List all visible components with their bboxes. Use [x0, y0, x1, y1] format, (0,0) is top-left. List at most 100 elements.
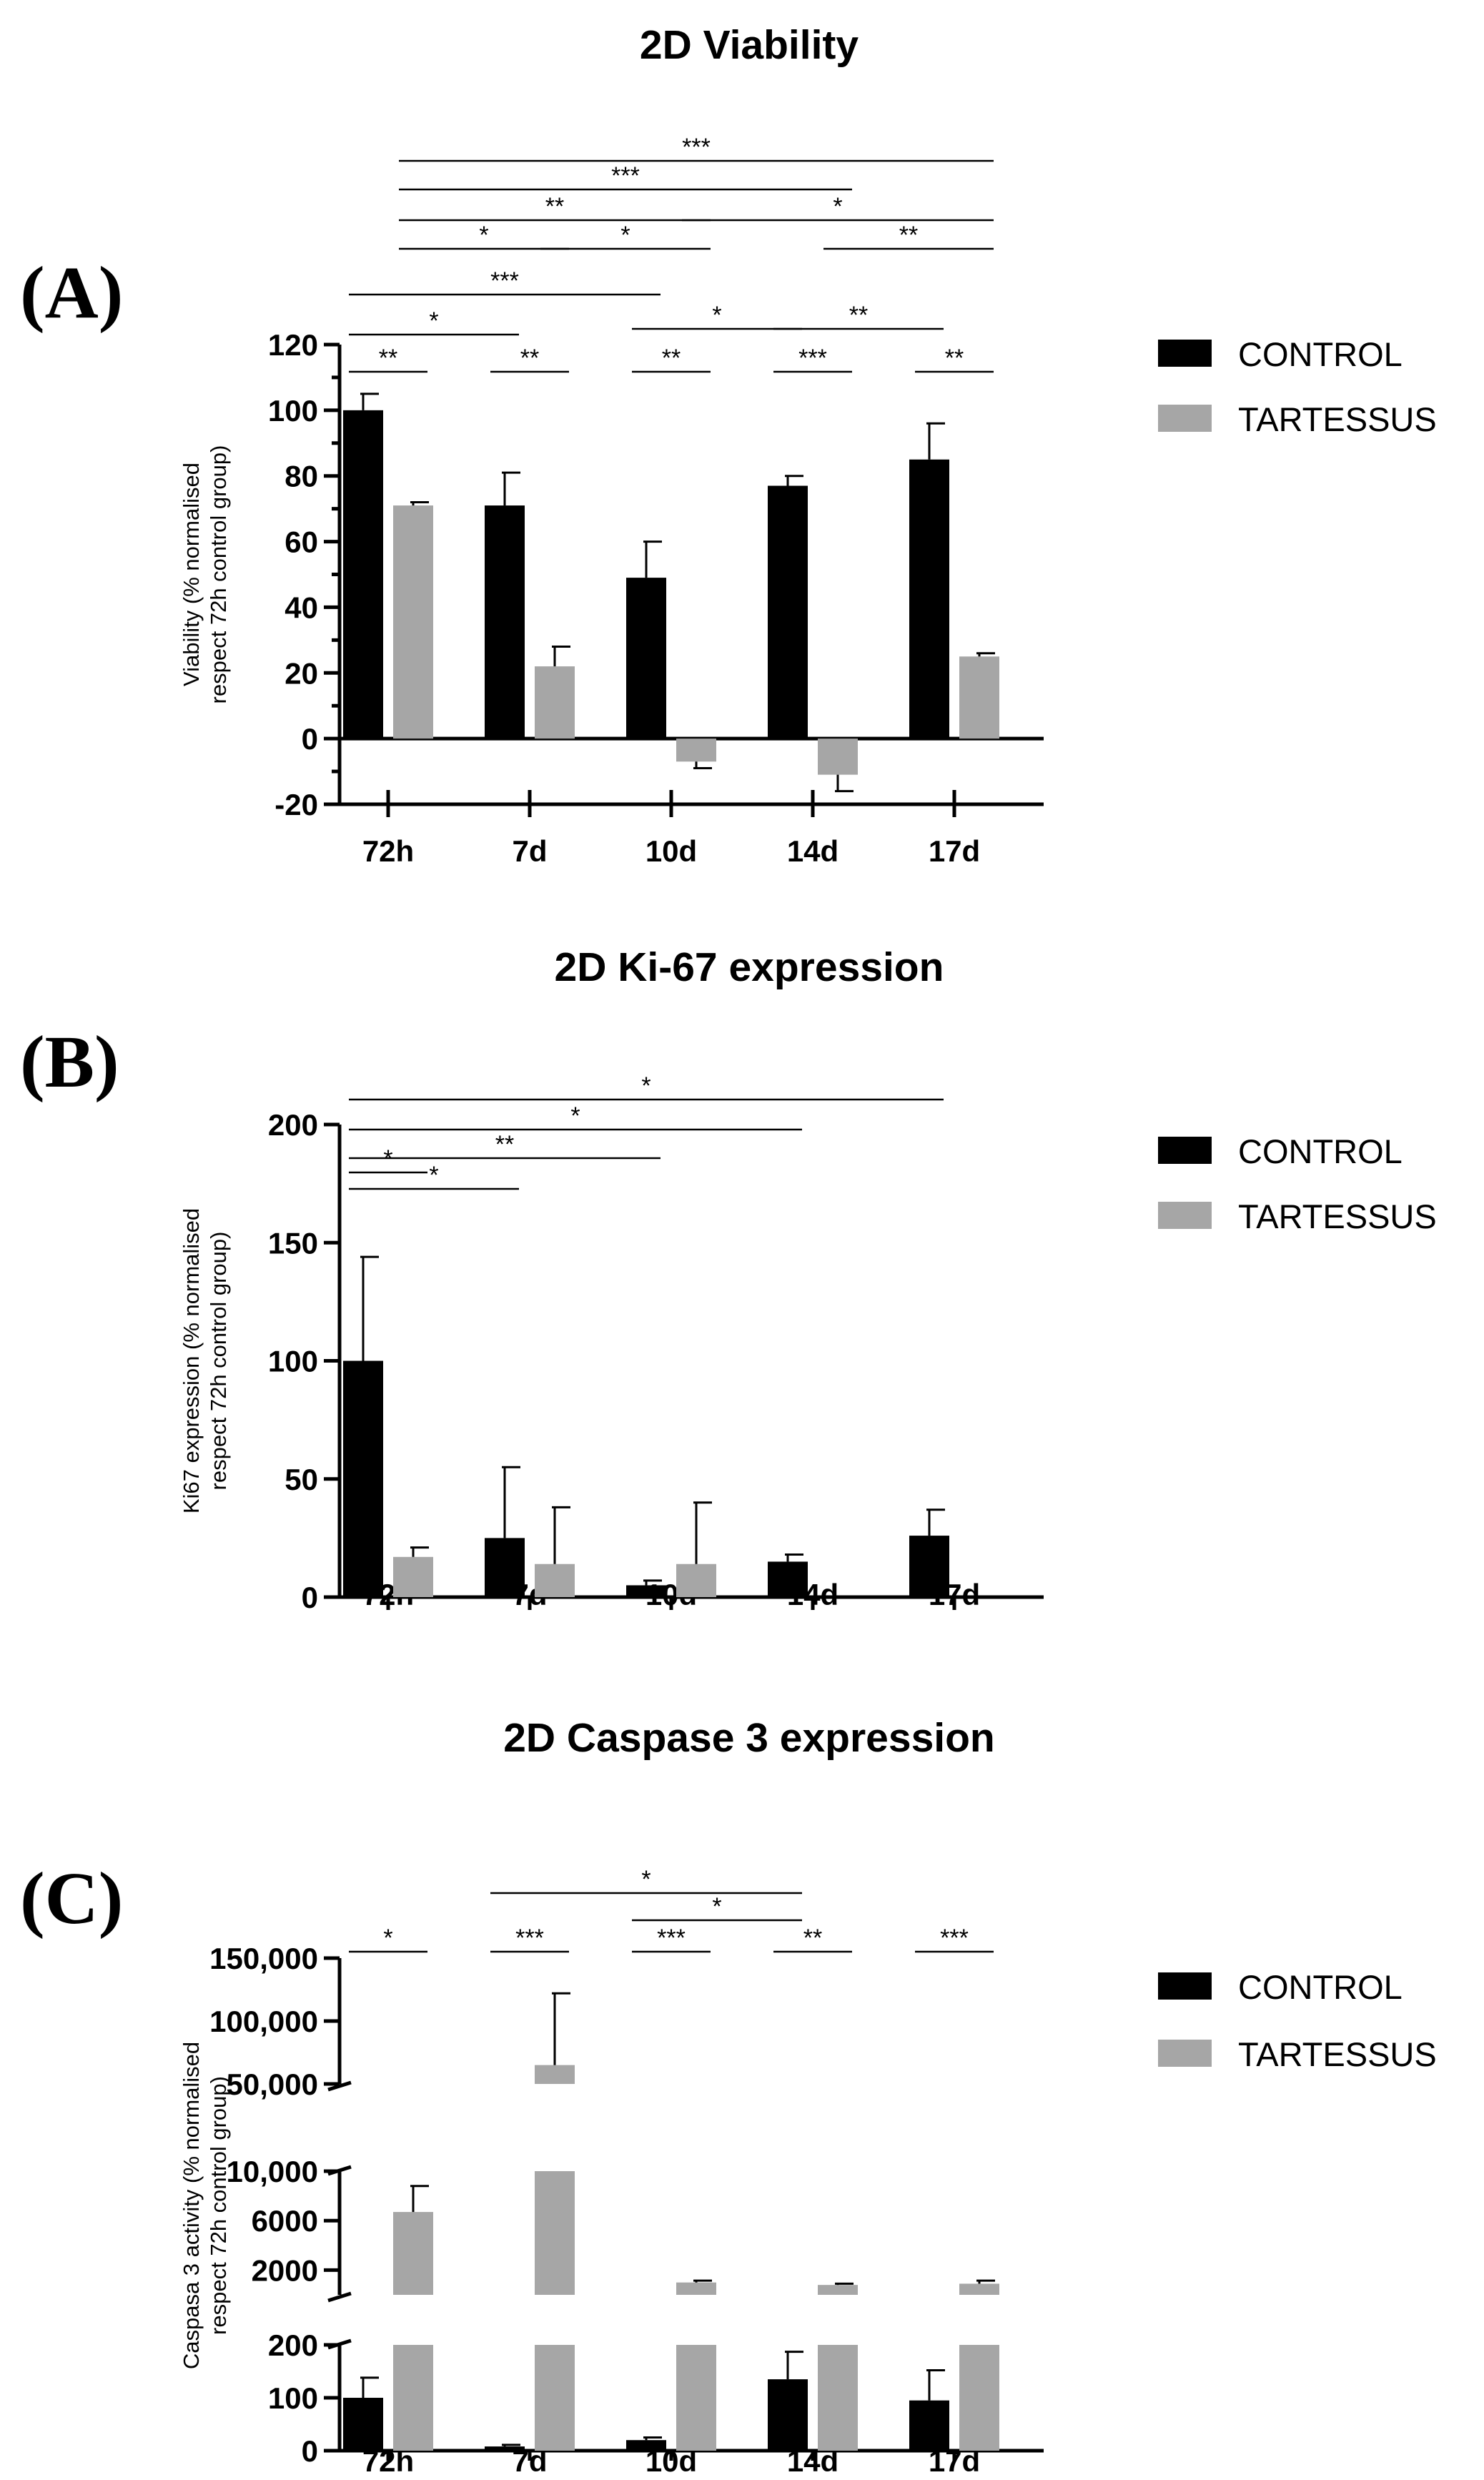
- significance-label: ***: [940, 1925, 969, 1952]
- bar-control: [626, 578, 666, 739]
- y-tick-label: 10,000: [227, 2155, 318, 2188]
- legend-label-tartessus: TARTESSUS: [1238, 2035, 1437, 2073]
- bar-tartessus: [535, 2345, 575, 2451]
- bar-control: [343, 1360, 383, 1597]
- significance-label: **: [662, 345, 681, 372]
- bar-control: [626, 1585, 666, 1597]
- significance-label: *: [712, 302, 721, 329]
- chart-panel-a: 2D Viability (A) -20 0 20 40 60 80 100 120 72h 7d 10…: [20, 22, 1437, 868]
- bar-tartessus: [676, 738, 716, 762]
- y-tick-label: 0: [302, 2434, 318, 2468]
- y-tick-label: 150,000: [209, 1942, 318, 1975]
- y-tick-label: 40: [285, 591, 318, 624]
- y-tick-label: -20: [274, 788, 318, 821]
- y-tick-label: 150: [268, 1226, 318, 1260]
- bar-control: [485, 1538, 525, 1597]
- legend-label-control: CONTROL: [1238, 1968, 1403, 2006]
- axis-break-mark: [327, 2165, 352, 2176]
- bar-tartessus: [959, 656, 999, 739]
- significance-label: **: [545, 193, 564, 220]
- significance-label: ***: [682, 134, 711, 161]
- chart-title: 2D Viability: [640, 22, 859, 68]
- bar-tartessus-top: [535, 2065, 575, 2084]
- significance-label: *: [383, 1925, 392, 1952]
- significance-label: *: [641, 1866, 651, 1893]
- significance-label: *: [641, 1072, 651, 1100]
- bar-control: [909, 2400, 949, 2451]
- y-axis-label-line: Ki67 expression (% normalised: [179, 1208, 204, 1513]
- axis-break-mark: [327, 2080, 352, 2092]
- bar-control: [485, 505, 525, 739]
- y-tick-label: 0: [302, 1581, 318, 1614]
- bar-tartessus: [818, 738, 858, 775]
- y-tick-label: 100: [268, 394, 318, 428]
- bar-control: [768, 1561, 808, 1597]
- legend-label-control: CONTROL: [1238, 1132, 1403, 1170]
- axis-break-mark: [327, 2291, 352, 2303]
- significance-label: **: [495, 1131, 514, 1158]
- significance-label: **: [803, 1925, 822, 1952]
- significance-label: *: [429, 307, 438, 335]
- significance-label: ***: [515, 1925, 544, 1952]
- bar-tartessus: [959, 2345, 999, 2451]
- chart-title: 2D Caspase 3 expression: [503, 1715, 995, 1761]
- bar-tartessus: [393, 2345, 433, 2451]
- y-axis-label-line: respect 72h control group): [206, 1232, 231, 1491]
- bar-control: [909, 1536, 949, 1597]
- significance-label: *: [833, 193, 842, 220]
- bar-tartessus: [676, 2345, 716, 2451]
- significance-label: ***: [490, 267, 519, 295]
- y-axis-label-line: Viability (% normalised: [179, 463, 204, 686]
- significance-label: **: [945, 345, 964, 372]
- legend-swatch-tartessus: [1158, 405, 1212, 432]
- bar-tartessus: [393, 1556, 433, 1597]
- legend-swatch-control: [1158, 1137, 1212, 1164]
- y-axis-label-line: respect 72h control group): [206, 2076, 231, 2335]
- bar-tartessus-upper: [818, 2285, 858, 2295]
- significance-label: ***: [798, 345, 827, 372]
- significance-label: **: [379, 345, 397, 372]
- chart-title: 2D Ki-67 expression: [555, 944, 944, 990]
- legend-label-tartessus: TARTESSUS: [1238, 400, 1437, 438]
- y-tick-label: 2000: [252, 2253, 318, 2287]
- bar-tartessus: [535, 666, 575, 739]
- bar-control: [343, 410, 383, 739]
- y-tick-label: 6000: [252, 2204, 318, 2238]
- bar-control: [909, 459, 949, 739]
- y-tick-label: 60: [285, 525, 318, 559]
- x-tick-label: 10d: [645, 834, 697, 868]
- legend-swatch-tartessus: [1158, 2040, 1212, 2067]
- bar-control: [626, 2440, 666, 2451]
- bar-tartessus: [818, 2345, 858, 2451]
- y-axis-label: Caspasa 3 activity (% normalisedrespect …: [179, 2042, 231, 2369]
- significance-label: *: [570, 1102, 580, 1130]
- bar-control: [768, 485, 808, 739]
- bar-tartessus-upper: [676, 2282, 716, 2295]
- axis-break-mark: [327, 2338, 352, 2350]
- bar-control: [343, 2398, 383, 2451]
- y-tick-label: 50: [285, 1463, 318, 1496]
- legend-label-tartessus: TARTESSUS: [1238, 1197, 1437, 1235]
- bar-tartessus: [535, 1563, 575, 1597]
- legend-label-control: CONTROL: [1238, 335, 1403, 373]
- y-tick-label: 0: [302, 722, 318, 756]
- significance-label: **: [520, 345, 539, 372]
- y-tick-label: 200: [268, 1108, 318, 1142]
- bar-tartessus: [393, 505, 433, 739]
- y-tick-label: 100: [268, 1345, 318, 1378]
- panel-label: (A): [20, 252, 123, 334]
- y-tick-label: 100,000: [209, 2005, 318, 2038]
- bar-tartessus-upper: [393, 2212, 433, 2295]
- panel-label: (B): [20, 1021, 119, 1103]
- significance-label: *: [620, 222, 630, 249]
- legend-swatch-control: [1158, 1972, 1212, 2000]
- y-axis-label: Viability (% normalisedrespect 72h contr…: [179, 445, 231, 704]
- y-axis-label: Ki67 expression (% normalisedrespect 72h…: [179, 1208, 231, 1513]
- y-tick-label: 80: [285, 460, 318, 493]
- bar-control: [485, 2446, 525, 2451]
- x-tick-label: 72h: [362, 834, 414, 868]
- x-tick-label: 7d: [512, 834, 547, 868]
- legend-swatch-tartessus: [1158, 1202, 1212, 1229]
- y-tick-label: 20: [285, 656, 318, 690]
